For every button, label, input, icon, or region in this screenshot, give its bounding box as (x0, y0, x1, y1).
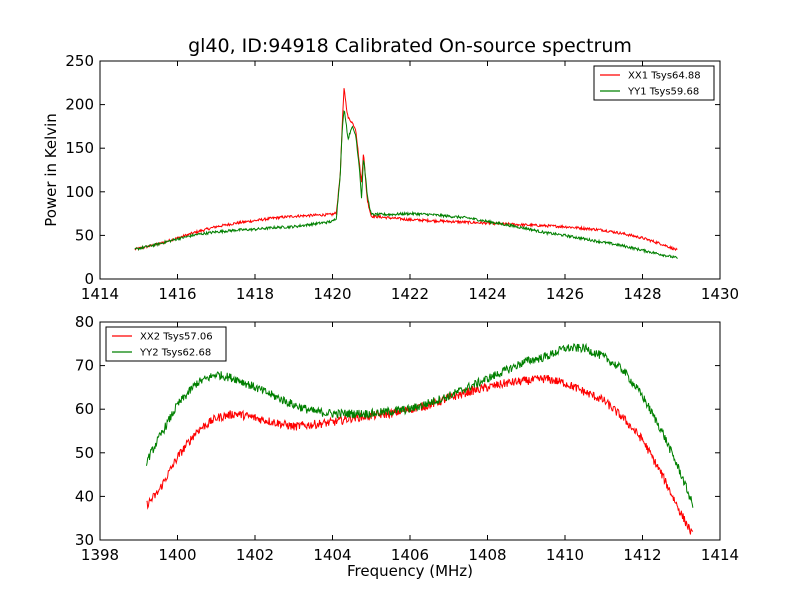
x-tick-label: 1420 (313, 285, 351, 303)
x-tick-label: 1402 (236, 546, 274, 564)
bottom-x-axis-title: Frequency (MHz) (347, 562, 473, 580)
top-series-layer (134, 88, 678, 259)
top-legend: XX1 Tsys64.88 YY1 Tsys59.68 (593, 65, 715, 101)
bottom-spectrum-chart: 1398 1400 1402 1404 1406 1408 1410 1412 1414 30 40… (75, 313, 739, 580)
legend-label-yy1: YY1 Tsys59.68 (627, 87, 699, 98)
series-line-1-1 (146, 342, 694, 508)
x-tick-label: 1412 (623, 546, 661, 564)
x-tick-label: 1404 (313, 546, 351, 564)
bottom-series-layer (146, 342, 694, 535)
top-y-axis-title: Power in Kelvin (42, 113, 60, 227)
y-tick-label: 30 (75, 531, 94, 549)
x-tick-label: 1418 (236, 285, 274, 303)
x-tick-label: 1428 (623, 285, 661, 303)
y-tick-label: 250 (65, 52, 94, 70)
legend-label-xx1: XX1 Tsys64.88 (628, 71, 701, 82)
x-tick-label: 1426 (546, 285, 584, 303)
y-tick-label: 40 (75, 487, 94, 505)
chart-title: gl40, ID:94918 Calibrated On-source spec… (188, 35, 632, 57)
y-tick-label: 60 (75, 400, 94, 418)
bottom-legend-box (105, 326, 227, 362)
x-tick-label: 1408 (468, 546, 506, 564)
y-tick-label: 150 (65, 139, 94, 157)
series-line-0-0 (134, 88, 678, 252)
y-tick-label: 0 (84, 270, 94, 288)
y-tick-label: 200 (65, 96, 94, 114)
y-tick-label: 70 (75, 357, 94, 375)
top-ticks-layer: 1414 1416 1418 1420 1422 1424 1426 1428 1430 0 50 1… (65, 52, 739, 303)
bottom-legend: XX2 Tsys57.06 YY2 Tsys62.68 (105, 326, 227, 362)
x-tick-label: 1424 (468, 285, 506, 303)
y-tick-label: 80 (75, 313, 94, 331)
x-tick-label: 1430 (701, 285, 739, 303)
x-tick-label: 1414 (81, 285, 119, 303)
top-spectrum-chart: gl40, ID:94918 Calibrated On-source spec… (42, 35, 739, 303)
legend-label-yy2: YY2 Tsys62.68 (139, 348, 211, 359)
y-tick-label: 100 (65, 183, 94, 201)
x-tick-label: 1398 (81, 546, 119, 564)
x-tick-label: 1414 (701, 546, 739, 564)
y-tick-label: 50 (75, 226, 94, 244)
bottom-ticks-layer: 1398 1400 1402 1404 1406 1408 1410 1412 1414 30 40… (75, 313, 739, 564)
series-line-0-1 (134, 110, 678, 259)
y-tick-label: 50 (75, 444, 94, 462)
x-tick-label: 1416 (158, 285, 196, 303)
x-tick-label: 1406 (391, 546, 429, 564)
top-legend-box (593, 65, 715, 101)
legend-label-xx2: XX2 Tsys57.06 (140, 332, 213, 343)
x-tick-label: 1422 (391, 285, 429, 303)
x-tick-label: 1410 (546, 546, 584, 564)
x-tick-label: 1400 (158, 546, 196, 564)
